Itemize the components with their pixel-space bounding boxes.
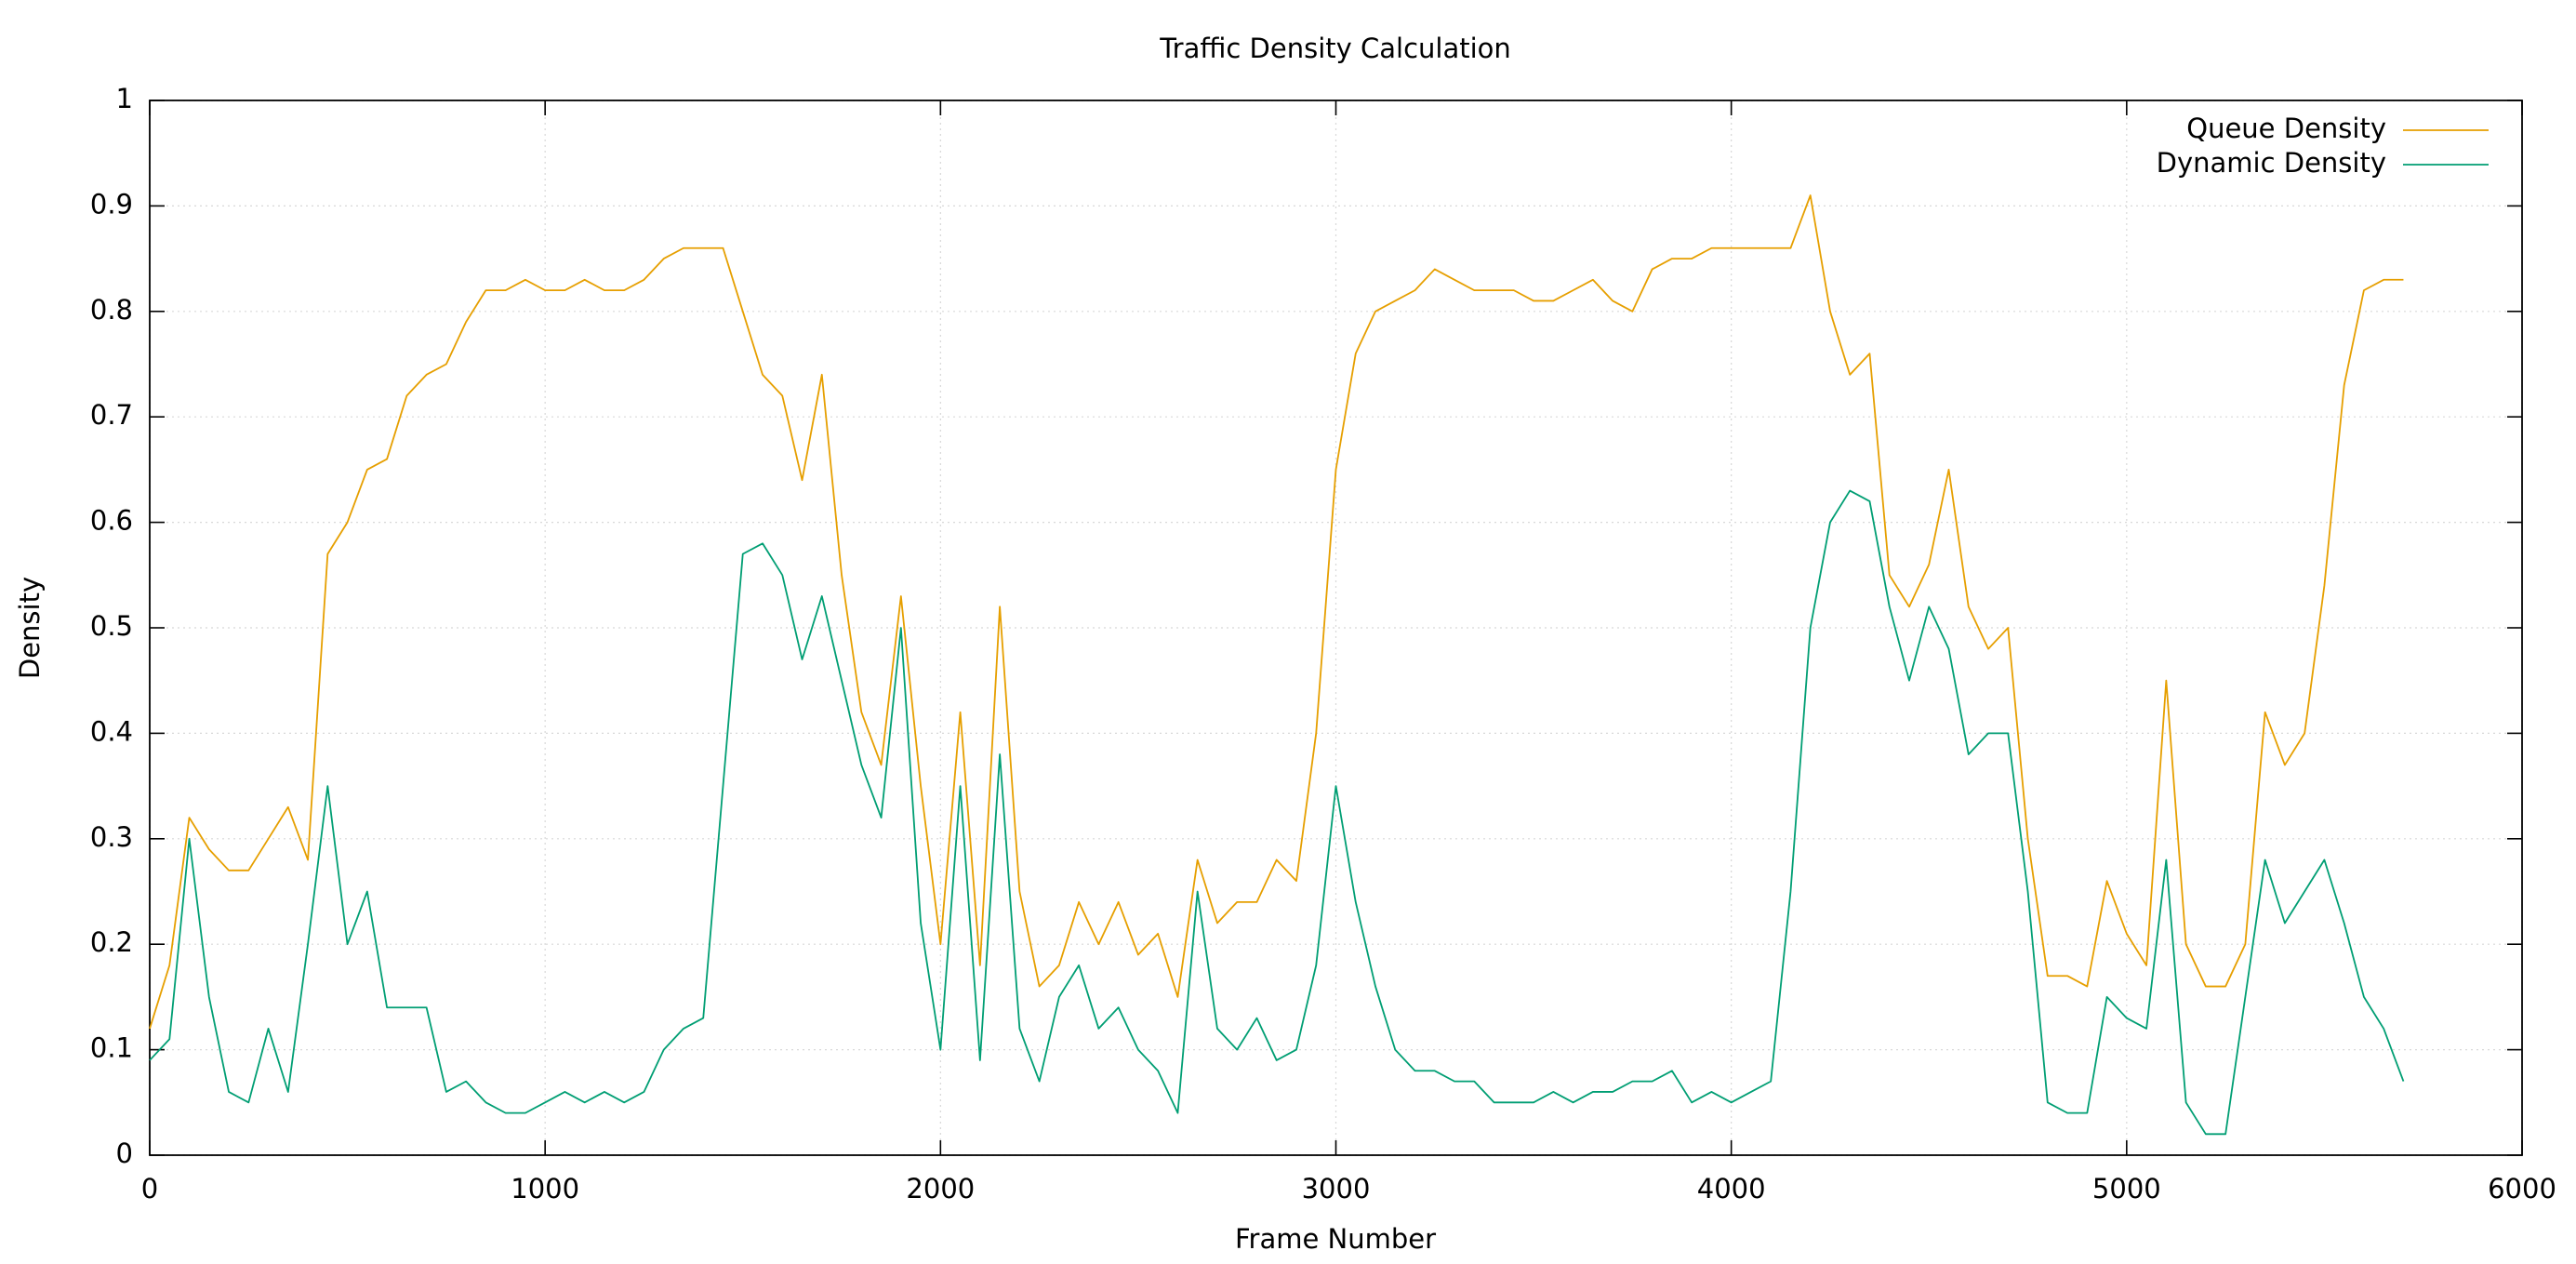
y-tick-label: 0.4: [90, 715, 133, 747]
y-tick-label: 1: [116, 83, 133, 114]
x-tick-label: 4000: [1697, 1173, 1766, 1204]
legend-label: Dynamic Density: [2157, 147, 2386, 179]
x-tick-label: 0: [141, 1173, 158, 1204]
x-tick-label: 6000: [2488, 1173, 2556, 1204]
x-axis-label: Frame Number: [1235, 1223, 1436, 1255]
y-tick-label: 0.8: [90, 294, 133, 326]
y-tick-label: 0.5: [90, 610, 133, 642]
x-tick-label: 2000: [906, 1173, 975, 1204]
data-line: [149, 489, 2405, 1136]
y-tick-label: 0.3: [90, 821, 133, 853]
legend-label: Queue Density: [2186, 113, 2386, 144]
y-tick-label: 0.6: [90, 505, 133, 537]
y-tick-label: 0: [116, 1138, 133, 1169]
y-tick-label: 0.1: [90, 1032, 133, 1064]
x-tick-label: 1000: [511, 1173, 579, 1204]
data-line: [149, 194, 2404, 1030]
chart-title: Traffic Density Calculation: [1159, 33, 1511, 64]
x-tick-label: 3000: [1302, 1173, 1371, 1204]
y-tick-label: 0.9: [90, 188, 133, 220]
y-tick-label: 0.7: [90, 399, 133, 431]
plot-frame: [149, 100, 2523, 1156]
x-tick-label: 5000: [2092, 1173, 2161, 1204]
y-tick-label: 0.2: [90, 926, 133, 958]
y-axis-label: Density: [14, 577, 46, 679]
